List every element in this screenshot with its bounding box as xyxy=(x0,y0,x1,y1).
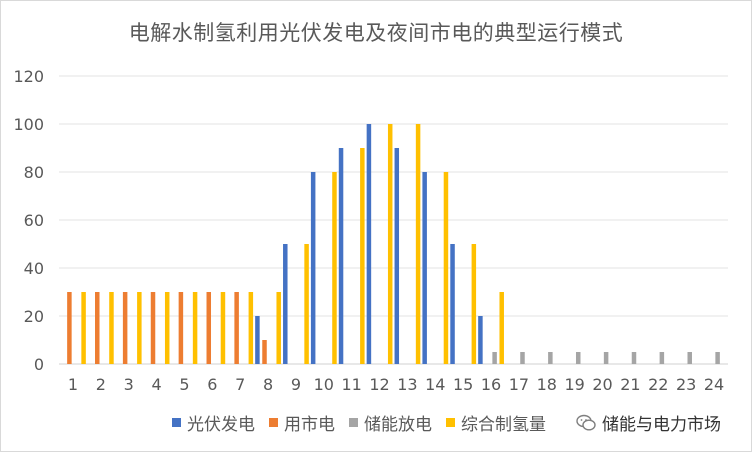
legend-swatch xyxy=(349,418,358,427)
watermark-text: 储能与电力市场 xyxy=(602,415,721,435)
x-tick-label: 6 xyxy=(207,375,217,394)
x-tick-label: 24 xyxy=(704,375,724,394)
bar xyxy=(548,352,553,364)
legend-label: 综合制氢量 xyxy=(461,415,546,435)
legend-item: 光伏发电 xyxy=(172,410,255,435)
bar xyxy=(443,172,449,364)
legend-label: 光伏发电 xyxy=(187,415,255,435)
x-tick-label: 14 xyxy=(425,375,445,394)
x-tick-label: 4 xyxy=(151,375,161,394)
bar xyxy=(255,316,260,364)
bar xyxy=(394,148,400,364)
bar xyxy=(304,244,309,364)
y-tick-label: 60 xyxy=(24,211,44,230)
bar xyxy=(499,292,504,364)
legend-item: 综合制氢量 xyxy=(446,410,546,435)
bar xyxy=(109,292,114,364)
legend-swatch xyxy=(172,418,181,427)
legend-swatch xyxy=(269,418,278,427)
x-tick-label: 21 xyxy=(620,375,640,394)
watermark: 储能与电力市场 xyxy=(572,408,725,437)
bar xyxy=(387,124,393,364)
x-tick-label: 2 xyxy=(96,375,106,394)
bar xyxy=(192,292,198,364)
x-tick-label: 22 xyxy=(648,375,668,394)
x-tick-label: 10 xyxy=(314,375,334,394)
chart-title: 电解水制氢利用光伏发电及夜间市电的典型运行模式 xyxy=(128,21,624,45)
legend-swatch xyxy=(446,418,455,427)
y-tick-label: 120 xyxy=(13,67,44,86)
x-tick-label: 19 xyxy=(565,375,585,394)
x-tick-label: 23 xyxy=(676,375,696,394)
bar xyxy=(310,172,316,364)
x-tick-label: 11 xyxy=(342,375,362,394)
bar xyxy=(150,292,156,364)
bar xyxy=(137,292,142,364)
y-tick-label: 80 xyxy=(24,163,44,182)
x-tick-label: 17 xyxy=(509,375,529,394)
bar xyxy=(366,124,372,364)
x-tick-label: 15 xyxy=(453,375,473,394)
bar xyxy=(276,292,281,364)
x-tick-label: 20 xyxy=(592,375,612,394)
bar xyxy=(206,292,212,364)
bar xyxy=(248,292,254,364)
bar xyxy=(332,172,337,364)
bar xyxy=(178,292,184,364)
x-tick-label: 12 xyxy=(369,375,389,394)
y-tick-label: 0 xyxy=(34,355,44,374)
y-tick-label: 40 xyxy=(24,259,44,278)
bar xyxy=(687,352,692,364)
legend: 光伏发电 用市电 储能放电 综合制氢量 xyxy=(172,410,560,435)
bar xyxy=(122,292,128,364)
bar xyxy=(262,340,267,364)
bar xyxy=(220,292,226,364)
x-tick-label: 8 xyxy=(263,375,273,394)
x-tick-label: 1 xyxy=(68,375,78,394)
bar xyxy=(415,124,421,364)
bar xyxy=(715,352,720,364)
bar xyxy=(631,352,637,364)
bar xyxy=(603,352,609,364)
bar xyxy=(164,292,170,364)
x-tick-label: 16 xyxy=(481,375,501,394)
bar xyxy=(450,244,455,364)
wechat-icon xyxy=(576,414,596,432)
x-tick-label: 13 xyxy=(397,375,417,394)
bar xyxy=(360,148,365,364)
y-tick-label: 100 xyxy=(13,115,44,134)
bar xyxy=(478,316,483,364)
x-tick-label: 3 xyxy=(124,375,134,394)
x-tick-label: 9 xyxy=(291,375,301,394)
bar xyxy=(81,292,86,364)
bar xyxy=(338,148,344,364)
bar xyxy=(234,292,239,364)
x-tick-label: 7 xyxy=(235,375,245,394)
bar xyxy=(95,292,100,364)
bar xyxy=(492,352,497,364)
bar xyxy=(67,292,72,364)
bar xyxy=(659,352,665,364)
legend-item: 储能放电 xyxy=(349,410,432,435)
y-tick-label: 20 xyxy=(24,307,44,326)
bar xyxy=(283,244,288,364)
x-tick-label: 5 xyxy=(179,375,189,394)
bar xyxy=(520,352,525,364)
legend-label: 用市电 xyxy=(284,415,335,435)
legend-item: 用市电 xyxy=(269,410,335,435)
x-tick-label: 18 xyxy=(537,375,557,394)
legend-label: 储能放电 xyxy=(364,415,432,435)
bar xyxy=(422,172,427,364)
bar xyxy=(471,244,477,364)
bar xyxy=(575,352,581,364)
